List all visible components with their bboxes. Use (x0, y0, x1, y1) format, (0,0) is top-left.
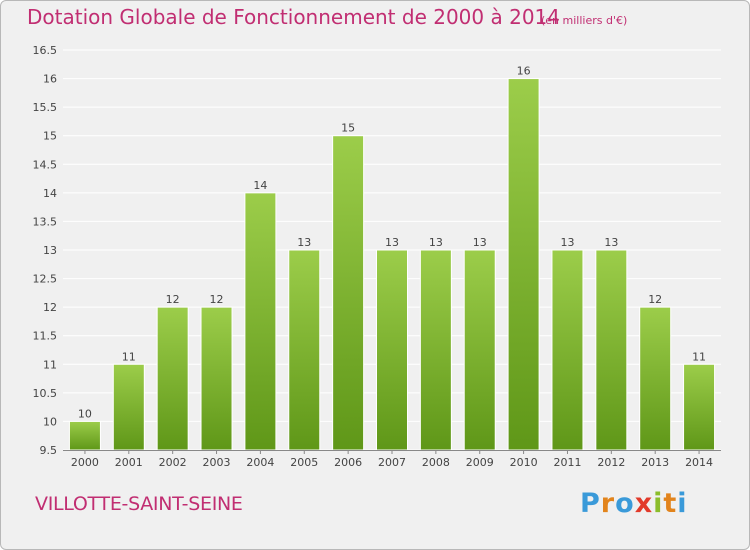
bar-2003 (200, 306, 233, 451)
logo-letter: t (663, 488, 678, 519)
bar-value-label: 15 (341, 122, 355, 135)
y-tick-label: 9.5 (40, 444, 58, 457)
x-tick-label: 2007 (378, 456, 406, 469)
bar-value-label: 13 (604, 236, 618, 249)
bar-value-label: 10 (78, 407, 92, 420)
y-tick-label: 13 (43, 244, 57, 257)
y-tick-label: 11.5 (33, 330, 58, 343)
y-tick-label: 10 (43, 415, 57, 428)
y-tick-label: 14.5 (33, 158, 58, 171)
bar-2005 (288, 249, 321, 451)
x-tick-label: 2003 (203, 456, 231, 469)
y-tick-label: 13.5 (33, 215, 58, 228)
bar-2002 (156, 306, 189, 451)
bar-value-label: 11 (122, 350, 136, 363)
x-tick-label: 2006 (334, 456, 362, 469)
bar-value-label: 13 (560, 236, 574, 249)
logo-letter: o (615, 488, 635, 519)
y-tick-label: 15 (43, 130, 57, 143)
bar-value-label: 16 (517, 65, 531, 78)
x-tick-label: 2008 (422, 456, 450, 469)
x-tick-label: 2002 (159, 456, 187, 469)
logo-letter: i (653, 488, 664, 519)
bar-value-label: 12 (210, 293, 224, 306)
bar-value-label: 13 (385, 236, 399, 249)
y-tick-label: 15.5 (33, 101, 58, 114)
bar-2014 (683, 363, 716, 451)
x-tick-label: 2000 (71, 456, 99, 469)
bar-2011 (551, 249, 584, 451)
x-tick-label: 2014 (685, 456, 713, 469)
bar-2000 (68, 420, 101, 451)
bar-2004 (244, 192, 277, 451)
logo-letter: x (634, 488, 654, 519)
chart-title: Dotation Globale de Fonctionnement de 20… (27, 5, 560, 29)
bar-value-label: 13 (297, 236, 311, 249)
bar-value-label: 12 (166, 293, 180, 306)
bar-value-label: 11 (692, 350, 706, 363)
chart-unit: (en milliers d'€) (541, 14, 628, 27)
bar-value-label: 13 (429, 236, 443, 249)
logo-letter: i (677, 488, 688, 519)
x-tick-label: 2001 (115, 456, 143, 469)
bar-value-label: 12 (648, 293, 662, 306)
bar-2008 (419, 249, 452, 451)
bar-value-label: 14 (253, 179, 267, 192)
y-tick-label: 16.5 (33, 44, 58, 57)
bar-2001 (112, 363, 145, 451)
x-tick-label: 2005 (290, 456, 318, 469)
x-tick-label: 2004 (246, 456, 274, 469)
x-tick-label: 2013 (641, 456, 669, 469)
y-tick-label: 10.5 (33, 387, 58, 400)
logo-letter: P (580, 488, 601, 519)
x-tick-label: 2009 (466, 456, 494, 469)
bar-value-label: 13 (473, 236, 487, 249)
x-tick-label: 2011 (553, 456, 581, 469)
proxiti-logo: Proxiti (580, 488, 688, 519)
y-tick-label: 14 (43, 187, 57, 200)
y-tick-label: 16 (43, 73, 57, 86)
bar-2009 (463, 249, 496, 451)
bar-2007 (376, 249, 408, 451)
x-tick-label: 2012 (597, 456, 625, 469)
logo-letter: r (600, 488, 616, 519)
y-tick-label: 12 (43, 301, 57, 314)
x-tick-label: 2010 (510, 456, 538, 469)
bar-2012 (595, 249, 628, 451)
bar-2006 (332, 135, 365, 451)
bar-2010 (507, 78, 540, 451)
y-tick-label: 11 (43, 358, 57, 371)
y-tick-label: 12.5 (33, 273, 58, 286)
place-name: VILLOTTE-SAINT-SEINE (35, 493, 243, 515)
bar-2013 (639, 306, 672, 451)
